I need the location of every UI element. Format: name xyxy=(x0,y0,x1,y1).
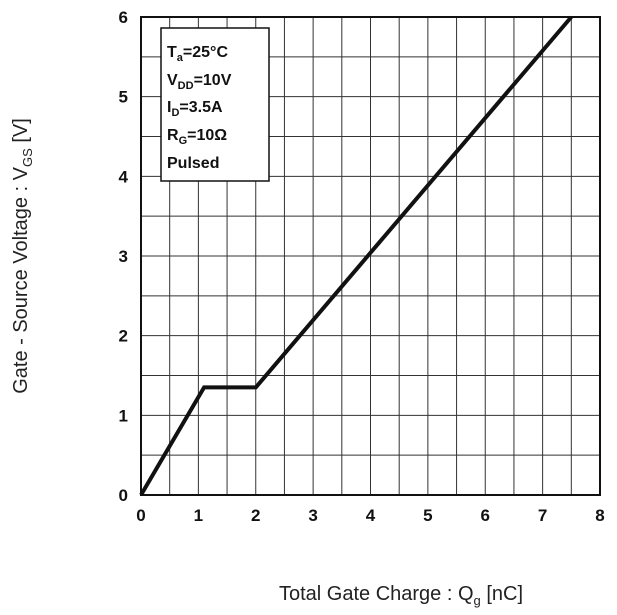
x-tick-label: 7 xyxy=(538,506,547,525)
grid-lines xyxy=(141,17,600,495)
x-tick-label: 0 xyxy=(136,506,145,525)
x-tick-label: 6 xyxy=(481,506,490,525)
plot-frame xyxy=(140,16,601,496)
x-tick-label: 5 xyxy=(423,506,432,525)
y-tick-label: 2 xyxy=(119,327,128,346)
x-tick-labels: 0 1 2 3 4 5 6 7 8 xyxy=(136,506,604,525)
y-tick-label: 3 xyxy=(119,247,128,266)
condition-ta: Ta=25°C xyxy=(167,44,228,64)
y-tick-label: 1 xyxy=(119,406,128,425)
x-axis-label: Total Gate Charge : Qg [nC] xyxy=(279,583,523,608)
condition-rg: RG=10Ω xyxy=(167,127,227,147)
x-tick-label: 8 xyxy=(595,506,604,525)
condition-vdd: VDD=10V xyxy=(167,72,232,92)
conditions-box xyxy=(160,27,270,182)
y-tick-label: 6 xyxy=(119,8,128,27)
series-line xyxy=(139,15,573,497)
x-tick-label: 3 xyxy=(308,506,317,525)
condition-id: ID=3.5A xyxy=(167,99,223,119)
y-tick-label: 5 xyxy=(119,88,128,107)
y-tick-label: 4 xyxy=(119,167,129,186)
x-tick-label: 4 xyxy=(366,506,376,525)
y-axis-label: Gate - Source Voltage : VGS [V] xyxy=(10,118,35,394)
condition-mode: Pulsed xyxy=(167,155,219,172)
y-tick-label: 0 xyxy=(119,486,128,505)
x-tick-label: 2 xyxy=(251,506,260,525)
y-tick-labels: 0 1 2 3 4 5 6 xyxy=(119,8,129,505)
x-tick-label: 1 xyxy=(194,506,203,525)
